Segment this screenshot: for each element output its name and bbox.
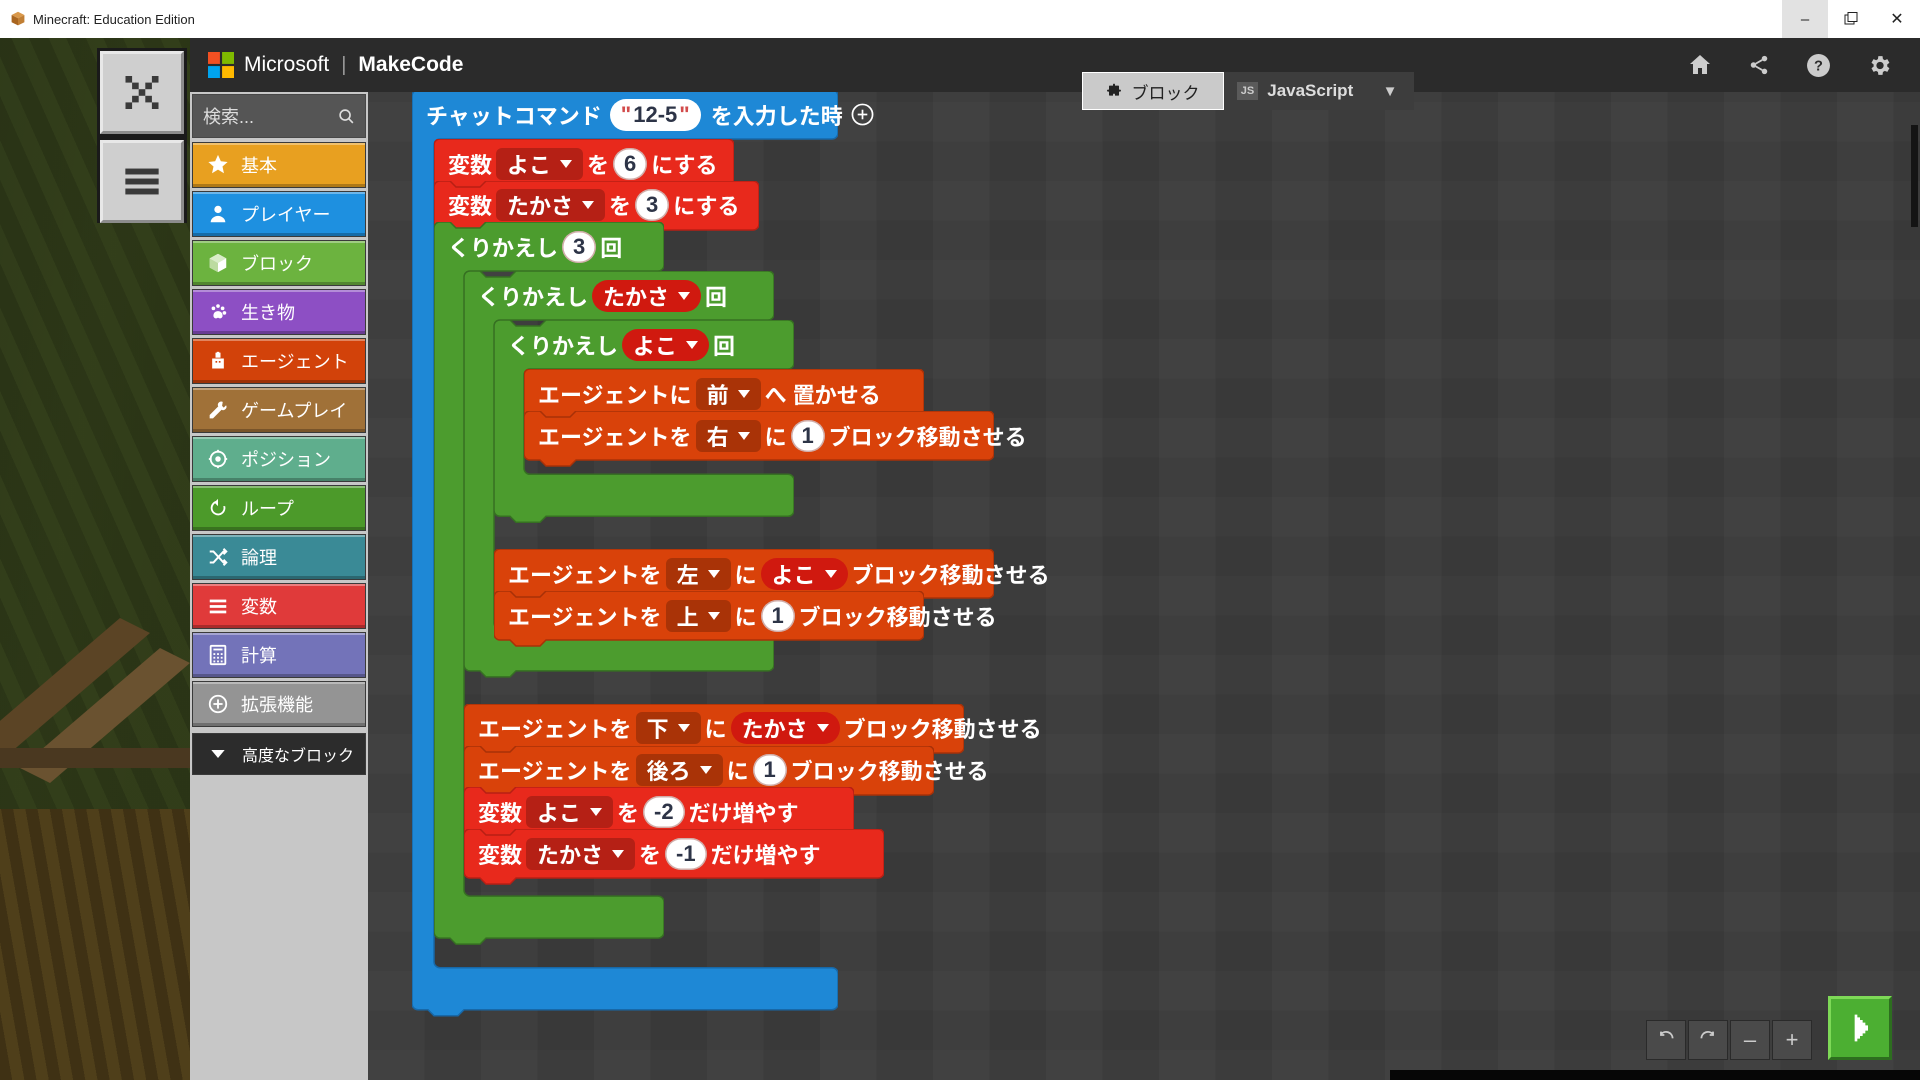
svg-text:?: ? (1814, 58, 1823, 74)
